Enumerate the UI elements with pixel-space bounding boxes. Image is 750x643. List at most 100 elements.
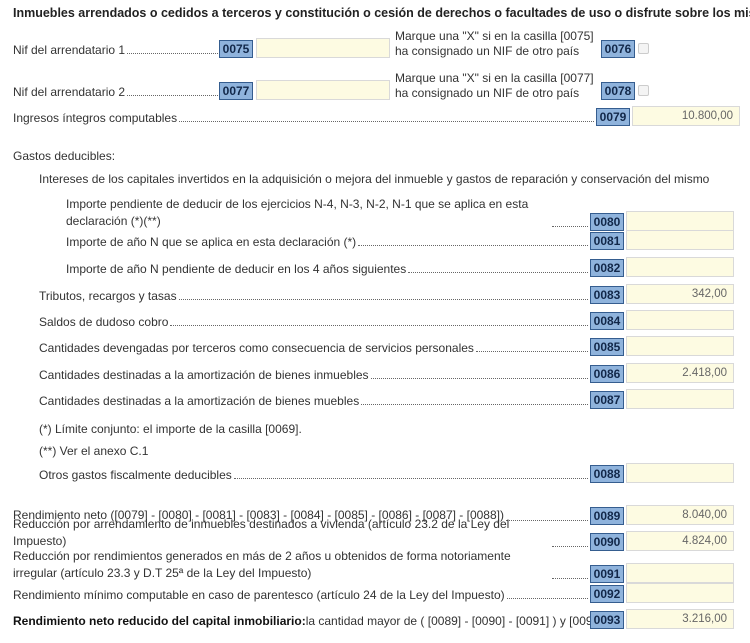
amount-input[interactable]: [626, 563, 734, 583]
label-text: Importe de año N pendiente de deducir en…: [66, 262, 406, 276]
leader: [361, 404, 588, 405]
label-text: Importe pendiente de deducir de los ejer…: [66, 196, 550, 230]
checkbox[interactable]: [638, 43, 649, 54]
amount-value: 342,00: [691, 288, 727, 300]
label-rest: Saldos de dudoso cobro: [39, 315, 169, 329]
label-bold: Rendimiento neto reducido del capital in…: [13, 614, 306, 628]
box-code: 0078: [601, 82, 635, 100]
leader: [552, 546, 588, 547]
amount-input[interactable]: [626, 336, 734, 356]
field-label: Otros gastos fiscalmente deducibles: [39, 464, 588, 482]
amount-input[interactable]: [626, 230, 734, 250]
label-text: Rendimiento mínimo computable en caso de…: [13, 588, 505, 602]
label-text: Reducción por rendimientos generados en …: [13, 548, 550, 582]
label-rest: Cantidades destinadas a la amortización …: [39, 368, 369, 382]
field-label: Ingresos íntegros computables: [13, 107, 594, 125]
nif-input[interactable]: [256, 80, 390, 100]
label-text: Saldos de dudoso cobro: [39, 315, 168, 329]
box-code: 0082: [590, 259, 624, 277]
label-rest: Reducción por arrendamiento de inmuebles…: [13, 517, 510, 548]
label-text: Nif del arrendatario 1: [13, 43, 126, 57]
leader: [127, 95, 218, 96]
leader: [505, 520, 588, 521]
box-code: 0079: [596, 108, 630, 126]
field-label: Importe pendiente de deducir de los ejer…: [66, 196, 588, 230]
amount-input[interactable]: 4.824,00: [626, 531, 734, 551]
box-code: 0075: [219, 40, 253, 58]
box-code: 0080: [590, 213, 624, 231]
field-label: Rendimiento neto reducido del capital in…: [13, 610, 613, 628]
label-text: Nif del arrendatario 2: [13, 85, 126, 99]
leader: [370, 378, 588, 379]
nif-input[interactable]: [256, 38, 390, 58]
amount-value: 4.824,00: [682, 535, 727, 547]
field-label: Rendimiento neto ([0079] - [0080] - [008…: [13, 490, 588, 524]
amount-input[interactable]: [626, 583, 734, 603]
label-rest: Rendimiento mínimo computable en caso de…: [13, 588, 505, 602]
leader: [179, 121, 594, 122]
section-text: (*) Límite conjunto: el importe de la ca…: [39, 422, 302, 436]
checkbox[interactable]: [638, 85, 649, 96]
field-label: Reducción por rendimientos generados en …: [13, 548, 588, 582]
amount-input[interactable]: 342,00: [626, 284, 734, 304]
label-text: Cantidades destinadas a la amortización …: [39, 394, 359, 408]
check-text: Marque una "X" si en la casilla [0077] h…: [395, 71, 594, 100]
amount-input[interactable]: 2.418,00: [626, 363, 734, 383]
leader: [358, 245, 588, 246]
section-text: (**) Ver el anexo C.1: [39, 444, 149, 458]
field-label: Cantidades devengadas por terceros como …: [39, 337, 588, 355]
amount-input[interactable]: [626, 389, 734, 409]
box-code: 0077: [219, 82, 253, 100]
box-code: 0089: [590, 507, 624, 525]
leader: [506, 598, 588, 599]
box-code: 0076: [601, 40, 635, 58]
leader: [170, 325, 588, 326]
box-code: 0092: [590, 585, 624, 603]
box-code: 0083: [590, 286, 624, 304]
field-label: Importe de año N que se aplica en esta d…: [66, 231, 588, 249]
label-text: Reducción por arrendamiento de inmuebles…: [13, 516, 550, 550]
field-label: Reducción por arrendamiento de inmuebles…: [13, 516, 588, 550]
leader: [408, 272, 588, 273]
label-rest: la cantidad mayor de ( [0089] - [0090] -…: [305, 614, 607, 628]
leader: [178, 299, 588, 300]
check-text: Marque una "X" si en la casilla [0075] h…: [395, 29, 594, 58]
field-label: Rendimiento mínimo computable en caso de…: [13, 584, 588, 602]
field-label: Nif del arrendatario 2: [13, 83, 218, 99]
box-code: 0088: [590, 465, 624, 483]
amount-input[interactable]: [626, 211, 734, 231]
label-rest: Importe de año N pendiente de deducir en…: [66, 262, 407, 276]
label-rest: Cantidades destinadas a la amortización …: [39, 394, 360, 408]
label-text: Cantidades destinadas a la amortización …: [39, 368, 369, 382]
amount-input[interactable]: [626, 463, 734, 483]
label-text: Rendimiento neto ([0079] - [0080] - [008…: [13, 507, 504, 524]
label-rest: Otros gastos fiscalmente deducibles: [39, 468, 232, 482]
field-label: Tributos, recargos y tasas: [39, 285, 588, 303]
amount-input[interactable]: 3.216,00: [626, 609, 734, 629]
amount-value: 2.418,00: [682, 367, 727, 379]
amount-input[interactable]: 8.040,00: [626, 505, 734, 525]
leader: [552, 578, 588, 579]
label-rest: Ingresos íntegros computables: [13, 111, 178, 125]
section-text: Gastos deducibles:: [13, 149, 116, 163]
leader: [552, 226, 588, 227]
amount-input[interactable]: [626, 310, 734, 330]
section-text: Intereses de los capitales invertidos en…: [39, 172, 710, 186]
box-code: 0085: [590, 338, 624, 356]
box-code: 0086: [590, 365, 624, 383]
field-label: Cantidades destinadas a la amortización …: [39, 364, 588, 382]
label-rest: Rendimiento neto ([0079] - [0080] - [008…: [13, 508, 504, 522]
amount-value: 10.800,00: [681, 110, 733, 122]
amount-input[interactable]: [626, 257, 734, 277]
label-text: Importe de año N que se aplica en esta d…: [66, 235, 356, 249]
box-code: 0091: [590, 565, 624, 583]
label-text: Ingresos íntegros computables: [13, 111, 177, 125]
label-text: Otros gastos fiscalmente deducibles: [39, 468, 232, 482]
label-rest: Tributos, recargos y tasas: [39, 289, 177, 303]
amount-input[interactable]: 10.800,00: [632, 106, 740, 126]
label-rest: Reducción por rendimientos generados en …: [13, 549, 511, 580]
leader: [233, 478, 588, 479]
box-code: 0090: [590, 533, 624, 551]
section-title: Inmuebles arrendados o cedidos a tercero…: [13, 6, 750, 20]
